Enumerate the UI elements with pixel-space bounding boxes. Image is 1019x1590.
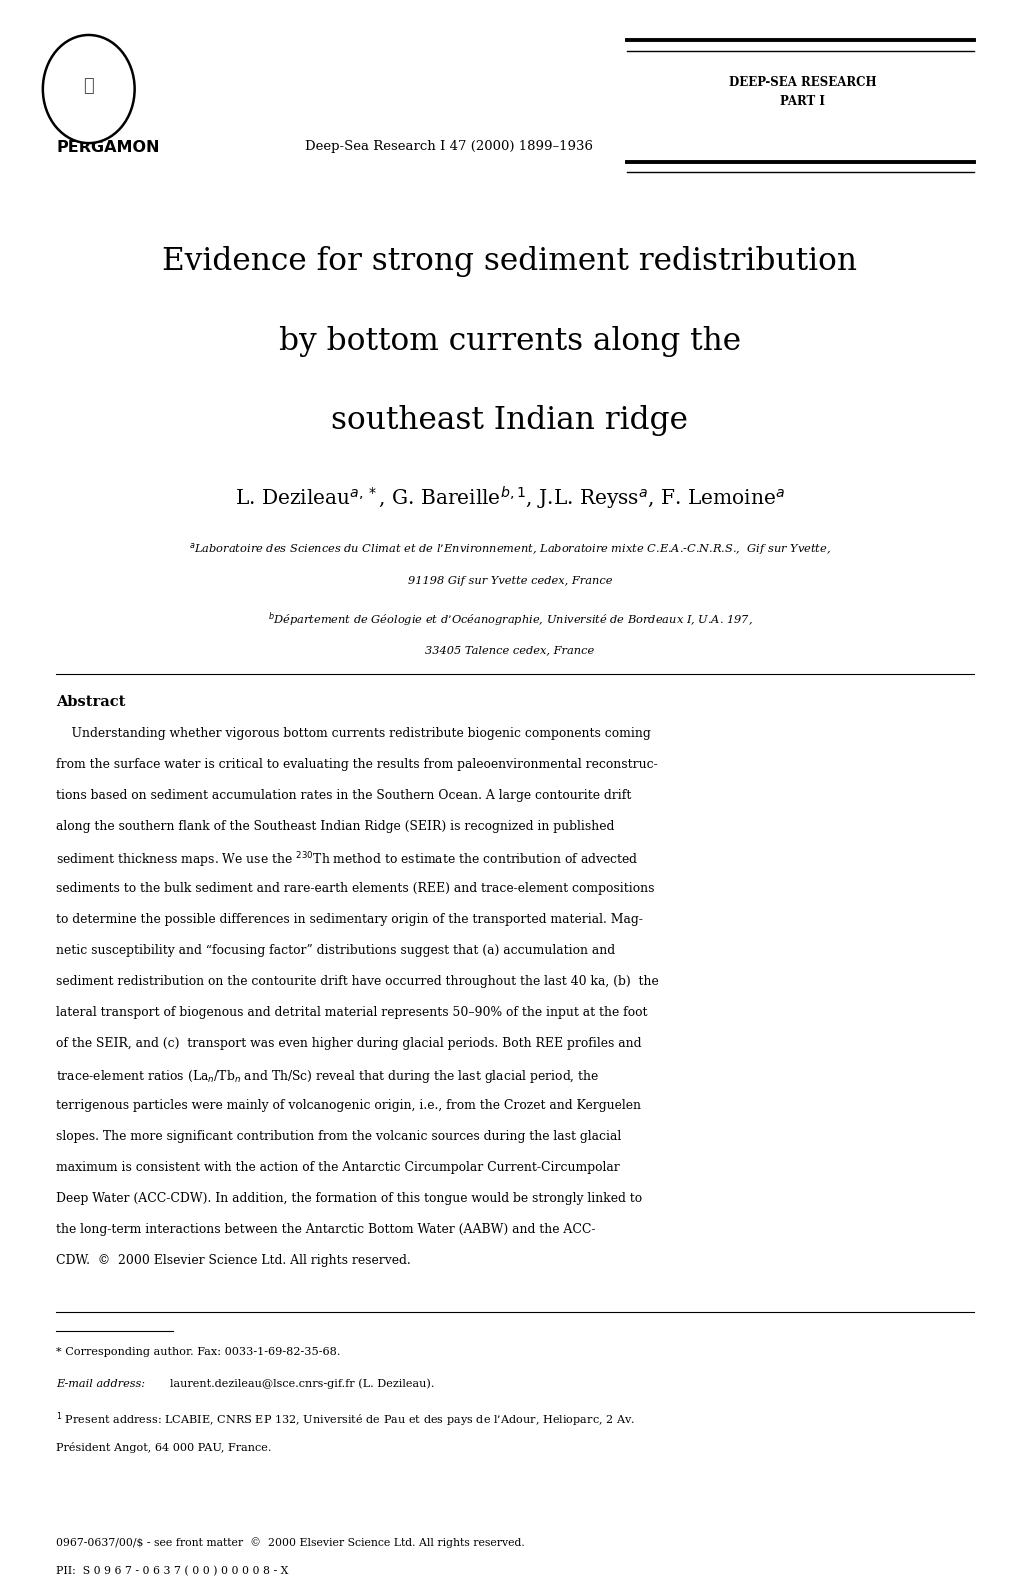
Text: $^{1}$ Present address: LCABIE, CNRS EP 132, Université de Pau et des pays de l’: $^{1}$ Present address: LCABIE, CNRS EP …	[56, 1410, 635, 1429]
Text: Understanding whether vigorous bottom currents redistribute biogenic components : Understanding whether vigorous bottom cu…	[56, 727, 650, 739]
Text: Président Angot, 64 000 PAU, France.: Président Angot, 64 000 PAU, France.	[56, 1442, 271, 1453]
Text: of the SEIR, and (c)  transport was even higher during glacial periods. Both REE: of the SEIR, and (c) transport was even …	[56, 1037, 641, 1049]
Text: tions based on sediment accumulation rates in the Southern Ocean. A large contou: tions based on sediment accumulation rat…	[56, 789, 631, 801]
Text: laurent.dezileau@lsce.cnrs-gif.fr (L. Dezileau).: laurent.dezileau@lsce.cnrs-gif.fr (L. De…	[170, 1379, 434, 1390]
Text: 33405 Talence cedex, France: 33405 Talence cedex, France	[425, 646, 594, 655]
Text: PART I: PART I	[780, 95, 824, 108]
Text: terrigenous particles were mainly of volcanogenic origin, i.e., from the Crozet : terrigenous particles were mainly of vol…	[56, 1099, 641, 1111]
Text: sediment thickness maps. We use the $^{230}$Th method to estimate the contributi: sediment thickness maps. We use the $^{2…	[56, 851, 638, 870]
Text: southeast Indian ridge: southeast Indian ridge	[331, 405, 688, 436]
Text: sediment redistribution on the contourite drift have occurred throughout the las: sediment redistribution on the contourit…	[56, 975, 658, 987]
Text: PII:  S 0 9 6 7 - 0 6 3 7 ( 0 0 ) 0 0 0 0 8 - X: PII: S 0 9 6 7 - 0 6 3 7 ( 0 0 ) 0 0 0 0…	[56, 1566, 288, 1576]
Text: Deep Water (ACC-CDW). In addition, the formation of this tongue would be strongl: Deep Water (ACC-CDW). In addition, the f…	[56, 1192, 642, 1205]
Text: CDW.  ©  2000 Elsevier Science Ltd. All rights reserved.: CDW. © 2000 Elsevier Science Ltd. All ri…	[56, 1253, 411, 1267]
Text: Deep-Sea Research I 47 (2000) 1899–1936: Deep-Sea Research I 47 (2000) 1899–1936	[305, 140, 592, 153]
Text: by bottom currents along the: by bottom currents along the	[278, 326, 741, 356]
Text: the long-term interactions between the Antarctic Bottom Water (AABW) and the ACC: the long-term interactions between the A…	[56, 1223, 595, 1235]
Text: DEEP-SEA RESEARCH: DEEP-SEA RESEARCH	[729, 76, 875, 89]
Text: Abstract: Abstract	[56, 695, 125, 709]
Text: PERGAMON: PERGAMON	[56, 140, 159, 154]
Text: 91198 Gif sur Yvette cedex, France: 91198 Gif sur Yvette cedex, France	[408, 576, 611, 585]
Text: E-mail address:: E-mail address:	[56, 1379, 149, 1388]
Text: from the surface water is critical to evaluating the results from paleoenvironme: from the surface water is critical to ev…	[56, 757, 657, 771]
Text: * Corresponding author. Fax: 0033-1-69-82-35-68.: * Corresponding author. Fax: 0033-1-69-8…	[56, 1347, 340, 1356]
Text: along the southern flank of the Southeast Indian Ridge (SEIR) is recognized in p: along the southern flank of the Southeas…	[56, 820, 613, 833]
Text: 0967-0637/00/$ - see front matter  ©  2000 Elsevier Science Ltd. All rights rese: 0967-0637/00/$ - see front matter © 2000…	[56, 1538, 525, 1549]
Text: maximum is consistent with the action of the Antarctic Circumpolar Current-Circu: maximum is consistent with the action of…	[56, 1161, 620, 1173]
Text: trace-element ratios (La$_{n}$/Tb$_{n}$ and Th/Sc) reveal that during the last g: trace-element ratios (La$_{n}$/Tb$_{n}$ …	[56, 1068, 599, 1084]
Text: Evidence for strong sediment redistribution: Evidence for strong sediment redistribut…	[162, 246, 857, 277]
Text: sediments to the bulk sediment and rare-earth elements (REE) and trace-element c: sediments to the bulk sediment and rare-…	[56, 881, 654, 895]
Text: L. Dezileau$^{a,*}$, G. Bareille$^{b,1}$, J.L. Reyss$^{a}$, F. Lemoine$^{a}$: L. Dezileau$^{a,*}$, G. Bareille$^{b,1}$…	[234, 485, 785, 512]
Text: $^{a}$Laboratoire des Sciences du Climat et de l’Environnement, Laboratoire mixt: $^{a}$Laboratoire des Sciences du Climat…	[189, 541, 830, 556]
Text: 🏺: 🏺	[84, 76, 94, 95]
Text: to determine the possible differences in sedimentary origin of the transported m: to determine the possible differences in…	[56, 913, 642, 925]
Text: slopes. The more significant contribution from the volcanic sources during the l: slopes. The more significant contributio…	[56, 1129, 621, 1143]
Text: netic susceptibility and “focusing factor” distributions suggest that (a) accumu: netic susceptibility and “focusing facto…	[56, 943, 614, 957]
Text: lateral transport of biogenous and detrital material represents 50–90% of the in: lateral transport of biogenous and detri…	[56, 1006, 647, 1019]
Text: $^{b}$Département de Géologie et d’Océanographie, Université de Bordeaux I, U.A.: $^{b}$Département de Géologie et d’Océan…	[267, 611, 752, 630]
Ellipse shape	[43, 35, 135, 143]
